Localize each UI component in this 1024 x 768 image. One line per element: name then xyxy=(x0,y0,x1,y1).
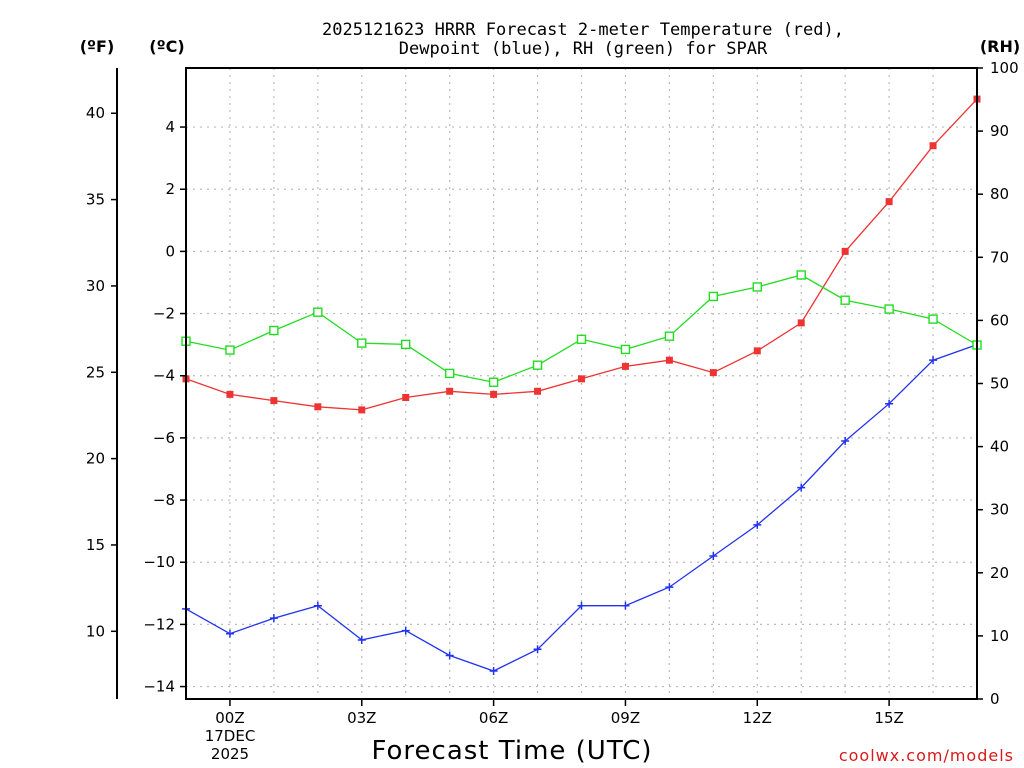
celsius-tick-label: −2 xyxy=(153,305,175,323)
celsius-tick-label: 2 xyxy=(165,180,175,198)
celsius-tick-label: −12 xyxy=(143,615,175,633)
rh-point xyxy=(444,368,455,379)
dewpoint-point xyxy=(533,645,542,654)
temperature-point xyxy=(534,387,542,395)
rh-point xyxy=(401,339,411,350)
dewpoint-point xyxy=(225,629,234,638)
temperature-point xyxy=(314,403,322,411)
rh-point xyxy=(225,345,235,355)
fahrenheit-tick-label: 15 xyxy=(86,536,105,554)
rh-tick-label: 70 xyxy=(990,248,1009,266)
dewpoint-point xyxy=(269,614,278,623)
celsius-tick-label: 4 xyxy=(165,118,175,136)
rh-tick-label: 40 xyxy=(990,438,1009,456)
temperature-point xyxy=(490,390,498,398)
x-tick-label: 15Z xyxy=(874,709,903,727)
dewpoint-point xyxy=(401,626,410,635)
rh-point xyxy=(620,344,631,355)
fahrenheit-tick-label: 10 xyxy=(86,622,105,640)
temperature-point xyxy=(841,247,849,255)
temperature-point xyxy=(797,319,805,327)
x-tick-label: 00Z xyxy=(215,709,244,727)
dewpoint-point xyxy=(621,601,630,610)
dewpoint-point xyxy=(753,520,762,529)
dewpoint-point xyxy=(489,667,498,676)
rh-point xyxy=(708,291,719,302)
temperature-point xyxy=(709,369,717,377)
chart-title-line-2: Dewpoint (blue), RH (green) for SPAR xyxy=(399,39,768,59)
dewpoint-point xyxy=(929,356,938,365)
dewpoint-point xyxy=(357,635,366,644)
chart-title-line-1: 2025121623 HRRR Forecast 2-meter Tempera… xyxy=(322,20,844,40)
x-axis-title: Forecast Time (UTC) xyxy=(371,736,652,766)
rh-tick-label: 50 xyxy=(990,375,1009,393)
temperature-point xyxy=(578,375,585,383)
series-layer xyxy=(181,95,982,676)
temperature-point xyxy=(270,397,278,405)
x-tick-label: 03Z xyxy=(347,709,376,727)
date-label-day: 17DEC xyxy=(205,727,256,745)
celsius-tick-label: 0 xyxy=(165,242,175,260)
dewpoint-point xyxy=(445,651,454,660)
rh-point xyxy=(269,325,279,336)
temperature-point xyxy=(929,142,937,150)
rh-point xyxy=(884,304,894,314)
rh-tick-label: 60 xyxy=(990,311,1009,329)
axes: 420−2−4−6−8−10−12−1440353025201510100908… xyxy=(86,59,1019,727)
rh-tick-label: 10 xyxy=(990,627,1009,645)
rh-tick-label: 90 xyxy=(990,122,1009,140)
rh-tick-label: 80 xyxy=(990,185,1009,203)
rh-tick-label: 100 xyxy=(990,59,1019,77)
temperature-point xyxy=(226,390,234,398)
temperature-point xyxy=(665,356,673,364)
plot-frame xyxy=(185,67,978,700)
rh-point xyxy=(488,377,499,387)
x-tick-label: 12Z xyxy=(743,709,772,727)
dewpoint-point xyxy=(885,399,894,408)
temperature-point xyxy=(885,198,893,206)
dewpoint-point xyxy=(313,601,322,610)
rh-point xyxy=(840,295,850,305)
fahrenheit-unit-label: (ºF) xyxy=(80,37,115,56)
temperature-point xyxy=(753,347,761,355)
rh-point xyxy=(576,334,587,345)
celsius-tick-label: −14 xyxy=(143,678,175,696)
celsius-unit-label: (ºC) xyxy=(149,37,184,56)
rh-point xyxy=(796,270,806,280)
rh-tick-label: 20 xyxy=(990,564,1009,582)
fahrenheit-tick-label: 30 xyxy=(86,277,105,295)
x-tick-label: 06Z xyxy=(479,709,508,727)
celsius-tick-label: −6 xyxy=(153,429,175,447)
rh-point xyxy=(928,314,938,324)
rh-point xyxy=(532,360,543,370)
fahrenheit-tick-label: 25 xyxy=(86,363,105,381)
dewpoint-point xyxy=(841,437,850,446)
rh-unit-label: (RH) xyxy=(980,37,1020,56)
dewpoint-point xyxy=(577,601,586,610)
rh-tick-label: 30 xyxy=(990,501,1009,519)
rh-point xyxy=(664,331,675,341)
celsius-tick-label: −10 xyxy=(143,553,175,571)
temperature-point xyxy=(446,387,454,395)
date-label-year: 2025 xyxy=(211,745,249,763)
temperature-point xyxy=(621,362,629,370)
rh-point xyxy=(752,282,762,292)
fahrenheit-tick-label: 40 xyxy=(86,104,105,122)
temperature-point xyxy=(358,406,366,414)
fahrenheit-tick-label: 20 xyxy=(86,450,105,468)
rh-point xyxy=(313,307,323,317)
dewpoint-point xyxy=(797,483,806,492)
temperature-point xyxy=(402,393,410,401)
celsius-tick-label: −8 xyxy=(153,491,175,509)
rh-point xyxy=(357,338,367,348)
x-tick-label: 09Z xyxy=(611,709,640,727)
grid-lines xyxy=(186,68,977,699)
fahrenheit-tick-label: 35 xyxy=(86,191,105,209)
celsius-tick-label: −4 xyxy=(153,367,175,385)
dewpoint-point xyxy=(709,552,718,561)
rh-tick-label: 0 xyxy=(990,690,1000,708)
dewpoint-point xyxy=(665,583,674,592)
credit-label: coolwx.com/models xyxy=(839,746,1014,765)
